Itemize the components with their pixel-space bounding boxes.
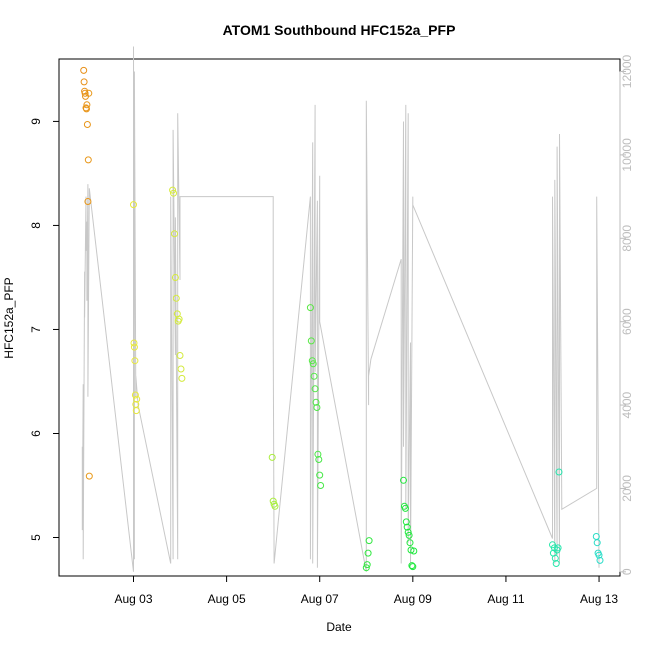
right-tick-label: 12000: [620, 54, 634, 88]
data-point: [84, 156, 92, 164]
left-tick-label: 9: [29, 118, 43, 125]
data-point: [268, 453, 276, 461]
data-point: [169, 186, 177, 194]
data-point: [171, 274, 179, 281]
data-point: [84, 198, 92, 205]
data-point: [401, 504, 409, 512]
data-point: [131, 391, 139, 399]
data-point: [595, 551, 603, 559]
right-tick-label: 8000: [620, 225, 634, 252]
data-point: [271, 502, 279, 510]
data-point: [83, 101, 91, 109]
data-point: [400, 476, 407, 484]
y-axis-label: HFC152a_PFP: [2, 277, 16, 358]
data-point: [554, 544, 562, 552]
data-point: [551, 554, 559, 562]
data-point: [310, 372, 318, 380]
chart-title: ATOM1 Southbound HFC152a_PFP: [223, 22, 456, 38]
data-point: [178, 374, 186, 382]
data-point: [365, 537, 373, 545]
data-point: [311, 385, 319, 393]
x-axis: Aug 03 Aug 05 Aug 07 Aug 09 Aug 11 Aug 13: [114, 575, 618, 606]
right-y-axis: 0 2000 4000 6000 8000 10000 12000: [619, 54, 634, 575]
x-tick-label: Aug 05: [208, 592, 246, 606]
data-point: [402, 518, 410, 526]
data-point: [133, 395, 141, 403]
data-point: [80, 66, 88, 74]
x-tick-label: Aug 03: [114, 592, 152, 606]
scatter-points-layer: [80, 66, 604, 572]
data-point: [130, 343, 138, 351]
data-point: [316, 471, 324, 479]
left-y-axis: 5 6 7 8 9: [29, 118, 60, 541]
left-tick-label: 7: [29, 326, 43, 333]
data-point: [317, 482, 325, 489]
data-point: [175, 315, 183, 323]
data-point: [552, 560, 560, 567]
data-point: [313, 404, 321, 411]
data-point: [312, 398, 320, 406]
altitude-line-layer: [81, 46, 600, 572]
right-tick-label: 0: [620, 568, 634, 575]
left-tick-label: 6: [29, 430, 43, 437]
data-point: [555, 468, 563, 476]
data-point: [85, 89, 93, 97]
data-point: [309, 360, 317, 368]
data-point: [362, 564, 370, 572]
data-point: [83, 105, 90, 113]
data-point: [404, 528, 412, 536]
data-point: [308, 357, 316, 365]
left-tick-label: 8: [29, 222, 43, 229]
data-point: [403, 523, 411, 531]
data-point: [405, 531, 413, 539]
data-point: [363, 561, 371, 569]
right-tick-label: 4000: [620, 391, 634, 418]
data-point: [83, 121, 91, 128]
right-tick-label: 10000: [620, 138, 634, 172]
x-tick-label: Aug 13: [580, 592, 618, 606]
data-point: [307, 337, 315, 345]
data-point: [315, 456, 323, 463]
data-point: [132, 407, 140, 415]
left-tick-label: 5: [29, 534, 43, 541]
data-point: [406, 539, 414, 547]
data-point: [172, 294, 180, 302]
right-tick-label: 2000: [620, 475, 634, 502]
data-point: [176, 352, 184, 359]
data-point: [171, 230, 178, 238]
data-point: [410, 547, 418, 555]
x-tick-label: Aug 07: [301, 592, 339, 606]
data-point: [85, 472, 93, 480]
data-point: [131, 357, 139, 365]
x-axis-label: Date: [326, 620, 352, 634]
data-point: [408, 562, 416, 570]
data-point: [364, 549, 372, 557]
data-point: [306, 304, 314, 312]
data-point: [80, 78, 88, 86]
data-point: [593, 539, 601, 547]
data-point: [314, 450, 322, 458]
data-point: [409, 563, 417, 571]
data-point: [170, 189, 177, 197]
data-point: [177, 365, 185, 373]
data-point: [130, 339, 138, 347]
data-point: [81, 89, 89, 97]
data-point: [130, 201, 137, 209]
x-tick-label: Aug 11: [487, 592, 524, 606]
data-point: [596, 556, 604, 564]
altitude-series-line: [81, 46, 600, 572]
right-tick-label: 6000: [620, 308, 634, 335]
x-tick-label: Aug 09: [394, 592, 432, 606]
